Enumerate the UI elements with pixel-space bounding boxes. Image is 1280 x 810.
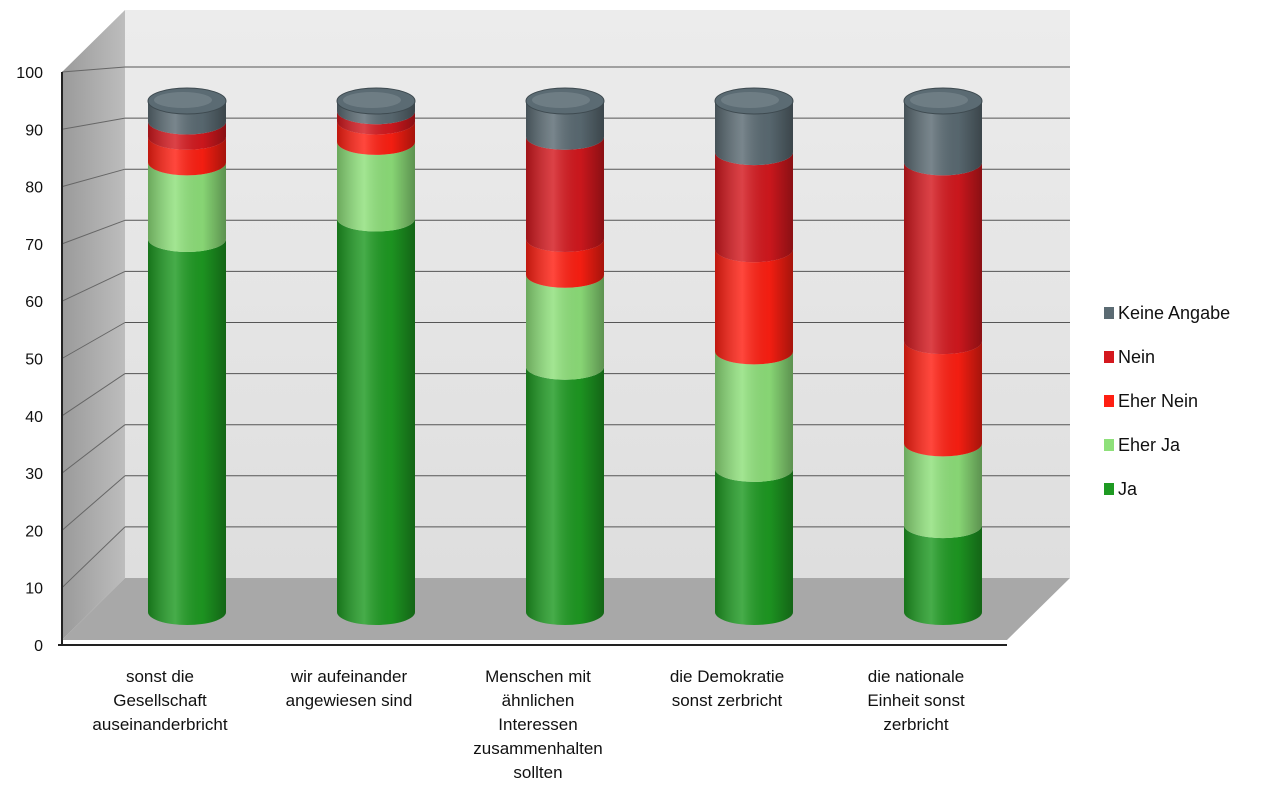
bar-segment-shade	[526, 136, 604, 252]
x-category-label: sonst die Gesellschaft auseinanderbricht	[92, 667, 227, 734]
bar-top-highlight	[154, 92, 212, 108]
gridline-side	[61, 168, 126, 188]
bar-segment-shade	[148, 162, 226, 252]
gridline-side	[61, 117, 126, 130]
bar-segment-shade	[148, 136, 226, 176]
gridline-side	[61, 424, 126, 474]
legend-label: Keine Angabe	[1118, 303, 1230, 323]
y-tick-label: 10	[25, 581, 43, 598]
bar-segment-shade	[715, 351, 793, 482]
side-wall	[62, 10, 125, 640]
bar-stack	[714, 87, 794, 625]
legend-item: Ja	[1104, 479, 1138, 499]
legend-swatch	[1104, 395, 1114, 407]
y-tick-label: 80	[25, 180, 43, 197]
bar-segment-shade	[526, 101, 604, 150]
bar-segment-shade	[715, 101, 793, 166]
gridline-side	[61, 66, 126, 73]
bar-top-highlight	[343, 92, 401, 108]
legend-label: Nein	[1118, 347, 1155, 367]
x-category-label: wir aufeinander angewiesen sind	[286, 667, 413, 710]
bar-top-highlight	[721, 92, 779, 108]
legend-swatch	[1104, 483, 1114, 495]
y-tick-label: 40	[25, 409, 43, 426]
y-tick-label: 20	[25, 523, 43, 540]
x-category-label: die nationale Einheit sonst zerbricht	[867, 667, 965, 734]
bar-top-highlight	[910, 92, 968, 108]
bar-segment-shade	[337, 218, 415, 625]
bar-segment-shade	[904, 525, 982, 625]
legend-item: Eher Nein	[1104, 391, 1198, 411]
gridline-side	[61, 322, 126, 359]
bar-segment-shade	[715, 249, 793, 365]
x-category-label: Menschen mit ähnlichen Interessen zusammenh…	[473, 667, 602, 782]
bar-segment-shade	[337, 121, 415, 155]
y-tick-label: 100	[16, 65, 43, 82]
bar-segment-shade	[148, 121, 226, 150]
legend: Keine Angabe Nein Eher Nein Eher Ja Ja	[1104, 303, 1230, 499]
legend-swatch	[1104, 439, 1114, 451]
bar-top-cap	[525, 87, 605, 115]
legend-swatch	[1104, 351, 1114, 363]
bar-segment-shade	[526, 274, 604, 380]
bar-segment-shade	[337, 111, 415, 135]
legend-item: Nein	[1104, 347, 1155, 367]
legend-label: Eher Nein	[1118, 391, 1198, 411]
bar-top-cap	[147, 87, 227, 115]
bar-stack	[903, 87, 983, 625]
gridline-side	[61, 270, 126, 302]
bar-stack	[525, 87, 605, 625]
gridline-side	[61, 373, 126, 417]
gridline-side	[61, 219, 126, 245]
bar-segment-shade	[904, 443, 982, 539]
bar-segment-shade	[148, 238, 226, 625]
bar-top-cap	[903, 87, 983, 115]
y-tick-label: 0	[34, 638, 43, 655]
y-tick-label: 50	[25, 352, 43, 369]
y-tick-label: 70	[25, 237, 43, 254]
bar-top-cap	[714, 87, 794, 115]
bar-segment-shade	[904, 101, 982, 176]
bars	[147, 87, 983, 625]
bar-segment-shade	[715, 468, 793, 625]
x-axis-categories: sonst die Gesellschaft auseinanderbricht wi…	[92, 667, 965, 782]
gridline-side	[61, 475, 126, 531]
bar-segment-shade	[715, 152, 793, 263]
x-category-label: die Demokratie sonst zerbricht	[670, 667, 784, 710]
bar-stack	[147, 87, 227, 625]
legend-item: Keine Angabe	[1104, 303, 1230, 323]
bar-segment-shade	[337, 101, 415, 125]
bar-segment-shade	[904, 162, 982, 355]
legend-swatch	[1104, 307, 1114, 319]
y-tick-label: 60	[25, 294, 43, 311]
bar-segment-shade	[148, 101, 226, 135]
bar-segment-shade	[337, 141, 415, 232]
y-tick-label: 90	[25, 122, 43, 139]
bar-segment-shade	[526, 238, 604, 288]
bar-top-highlight	[532, 92, 590, 108]
bar-top-cap	[336, 87, 416, 115]
gridline-side	[61, 526, 126, 589]
bar-segment-shade	[904, 341, 982, 457]
y-tick-label: 30	[25, 466, 43, 483]
y-axis-ticks: 0 10 20 30 40 50 60 70 80 90 100	[16, 65, 43, 655]
bar-stack	[336, 87, 416, 625]
legend-item: Eher Ja	[1104, 435, 1181, 455]
legend-label: Ja	[1118, 479, 1138, 499]
bar-segment-shade	[526, 366, 604, 625]
legend-label: Eher Ja	[1118, 435, 1181, 455]
